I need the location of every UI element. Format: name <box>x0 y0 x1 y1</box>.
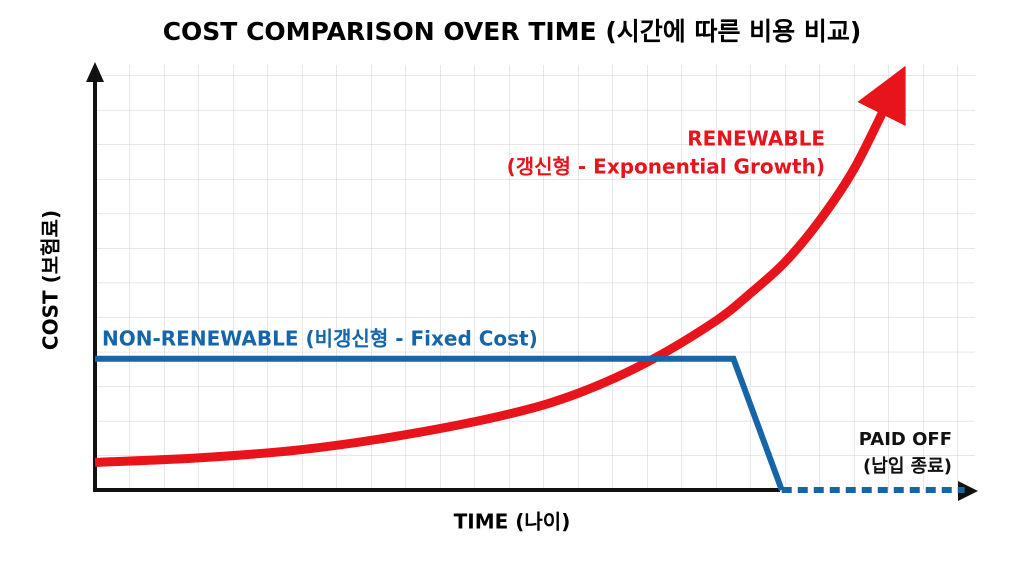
series-label: PAID OFF <box>859 429 952 450</box>
series-label: (납입 종료) <box>863 455 952 477</box>
grid <box>95 65 975 490</box>
x-axis-arrow <box>958 481 978 501</box>
series-label: NON-RENEWABLE (비갱신형 - Fixed Cost) <box>102 327 538 351</box>
series-label: (갱신형 - Exponential Growth) <box>507 155 825 179</box>
series-label: RENEWABLE <box>687 127 825 151</box>
chart-title: COST COMPARISON OVER TIME (시간에 따른 비용 비교) <box>163 17 862 46</box>
y-axis-arrow <box>86 62 104 82</box>
x-axis-label: TIME (나이) <box>454 510 571 534</box>
non-renewable-line <box>95 355 785 492</box>
renewable-line <box>94 65 906 467</box>
y-axis-label: COST (보험료) <box>39 210 63 350</box>
